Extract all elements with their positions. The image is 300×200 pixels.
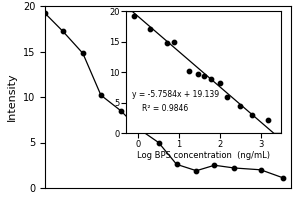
Point	[258, 168, 263, 171]
Point	[232, 166, 237, 170]
Point	[80, 52, 85, 55]
Point	[118, 109, 123, 112]
Point	[61, 30, 65, 33]
Point	[281, 176, 286, 180]
Point	[212, 164, 217, 167]
Point	[98, 94, 103, 97]
Point	[156, 141, 161, 144]
Point	[136, 127, 141, 130]
Point	[43, 12, 47, 15]
Point	[194, 169, 199, 172]
Y-axis label: Intensity: Intensity	[7, 73, 17, 121]
Point	[174, 163, 179, 166]
